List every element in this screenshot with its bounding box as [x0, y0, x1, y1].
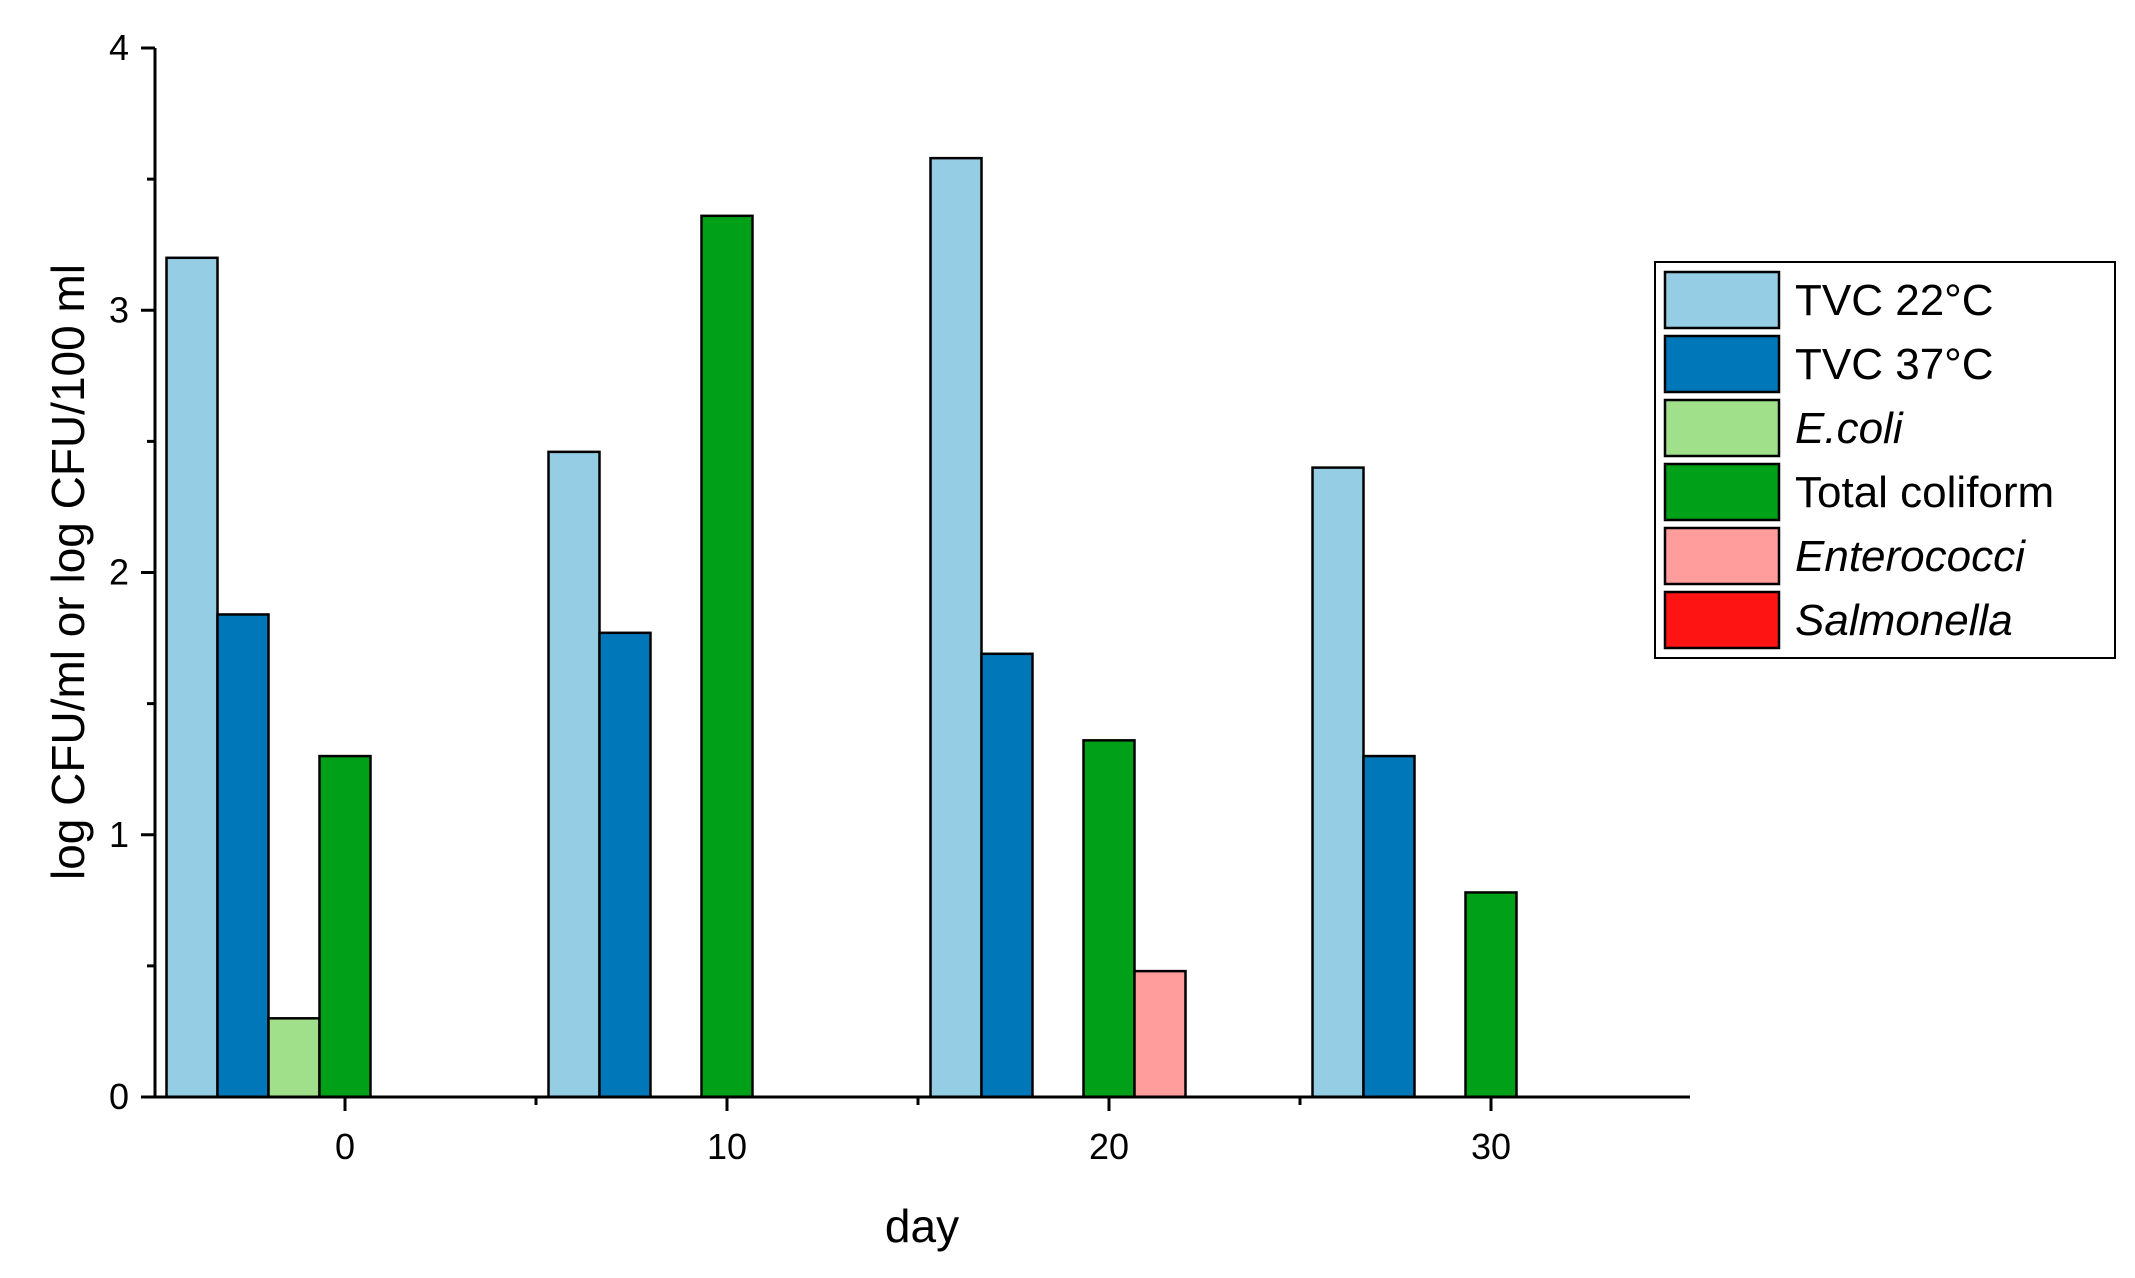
bar-tvc-22-c-day-20: [929, 156, 983, 1099]
bar-total-coliform-day-10: [700, 214, 754, 1099]
x-tick-label: 0: [335, 1126, 355, 1167]
bar-tvc-37-c-day-0: [216, 613, 270, 1099]
legend-label-salmonella: Salmonella: [1795, 596, 2013, 645]
legend-label-total-coliform: Total coliform: [1795, 468, 2054, 517]
x-tick-label: 30: [1471, 1126, 1511, 1167]
legend: TVC 22°C TVC 37°C E.coli Total coliform Ente…: [1654, 261, 2116, 659]
bar-total-coliform-day-0: [318, 754, 372, 1099]
y-tick-label: 4: [109, 27, 129, 68]
y-axis-title: log CFU/ml or log CFU/100 ml: [42, 264, 94, 880]
legend-label-enterococci: Enterococci: [1795, 532, 2026, 581]
y-tick-label: 1: [109, 814, 129, 855]
legend-swatch-enterococci: [1663, 526, 1781, 586]
legend-label-e-coli: E.coli: [1795, 404, 1904, 453]
y-tick-label: 0: [109, 1076, 129, 1117]
y-tick-label: 2: [109, 552, 129, 593]
bars-layer: [165, 156, 1518, 1099]
legend-label-tvc-22-c: TVC 22°C: [1795, 276, 1994, 325]
bar-tvc-37-c-day-30: [1362, 754, 1416, 1099]
bar-tvc-22-c-day-30: [1311, 466, 1365, 1099]
bar-tvc-37-c-day-20: [980, 652, 1034, 1099]
bar-total-coliform-day-20: [1082, 739, 1136, 1099]
legend-swatch-tvc-37-c: [1663, 334, 1781, 394]
x-axis-title: day: [885, 1200, 959, 1252]
bar-tvc-37-c-day-10: [598, 631, 652, 1099]
x-ticks-layer: 0 10 20 30: [335, 1097, 1511, 1167]
x-tick-label: 10: [707, 1126, 747, 1167]
axes-layer: [153, 48, 1690, 1099]
bar-tvc-22-c-day-0: [165, 256, 219, 1099]
bar-e-coli-day-0: [267, 1017, 321, 1099]
legend-swatch-tvc-22-c: [1663, 270, 1781, 330]
x-tick-label: 20: [1089, 1126, 1129, 1167]
legend-label-tvc-37-c: TVC 37°C: [1795, 340, 1994, 389]
bar-total-coliform-day-30: [1464, 891, 1518, 1099]
y-tick-label: 3: [109, 289, 129, 330]
legend-swatch-e-coli: [1663, 398, 1781, 458]
bar-enterococci-day-20: [1133, 969, 1187, 1099]
y-ticks-layer: 0 1 2 3 4: [109, 27, 155, 1117]
bar-tvc-22-c-day-10: [547, 450, 601, 1099]
legend-swatch-total-coliform: [1663, 462, 1781, 522]
legend-swatch-salmonella: [1663, 590, 1781, 650]
